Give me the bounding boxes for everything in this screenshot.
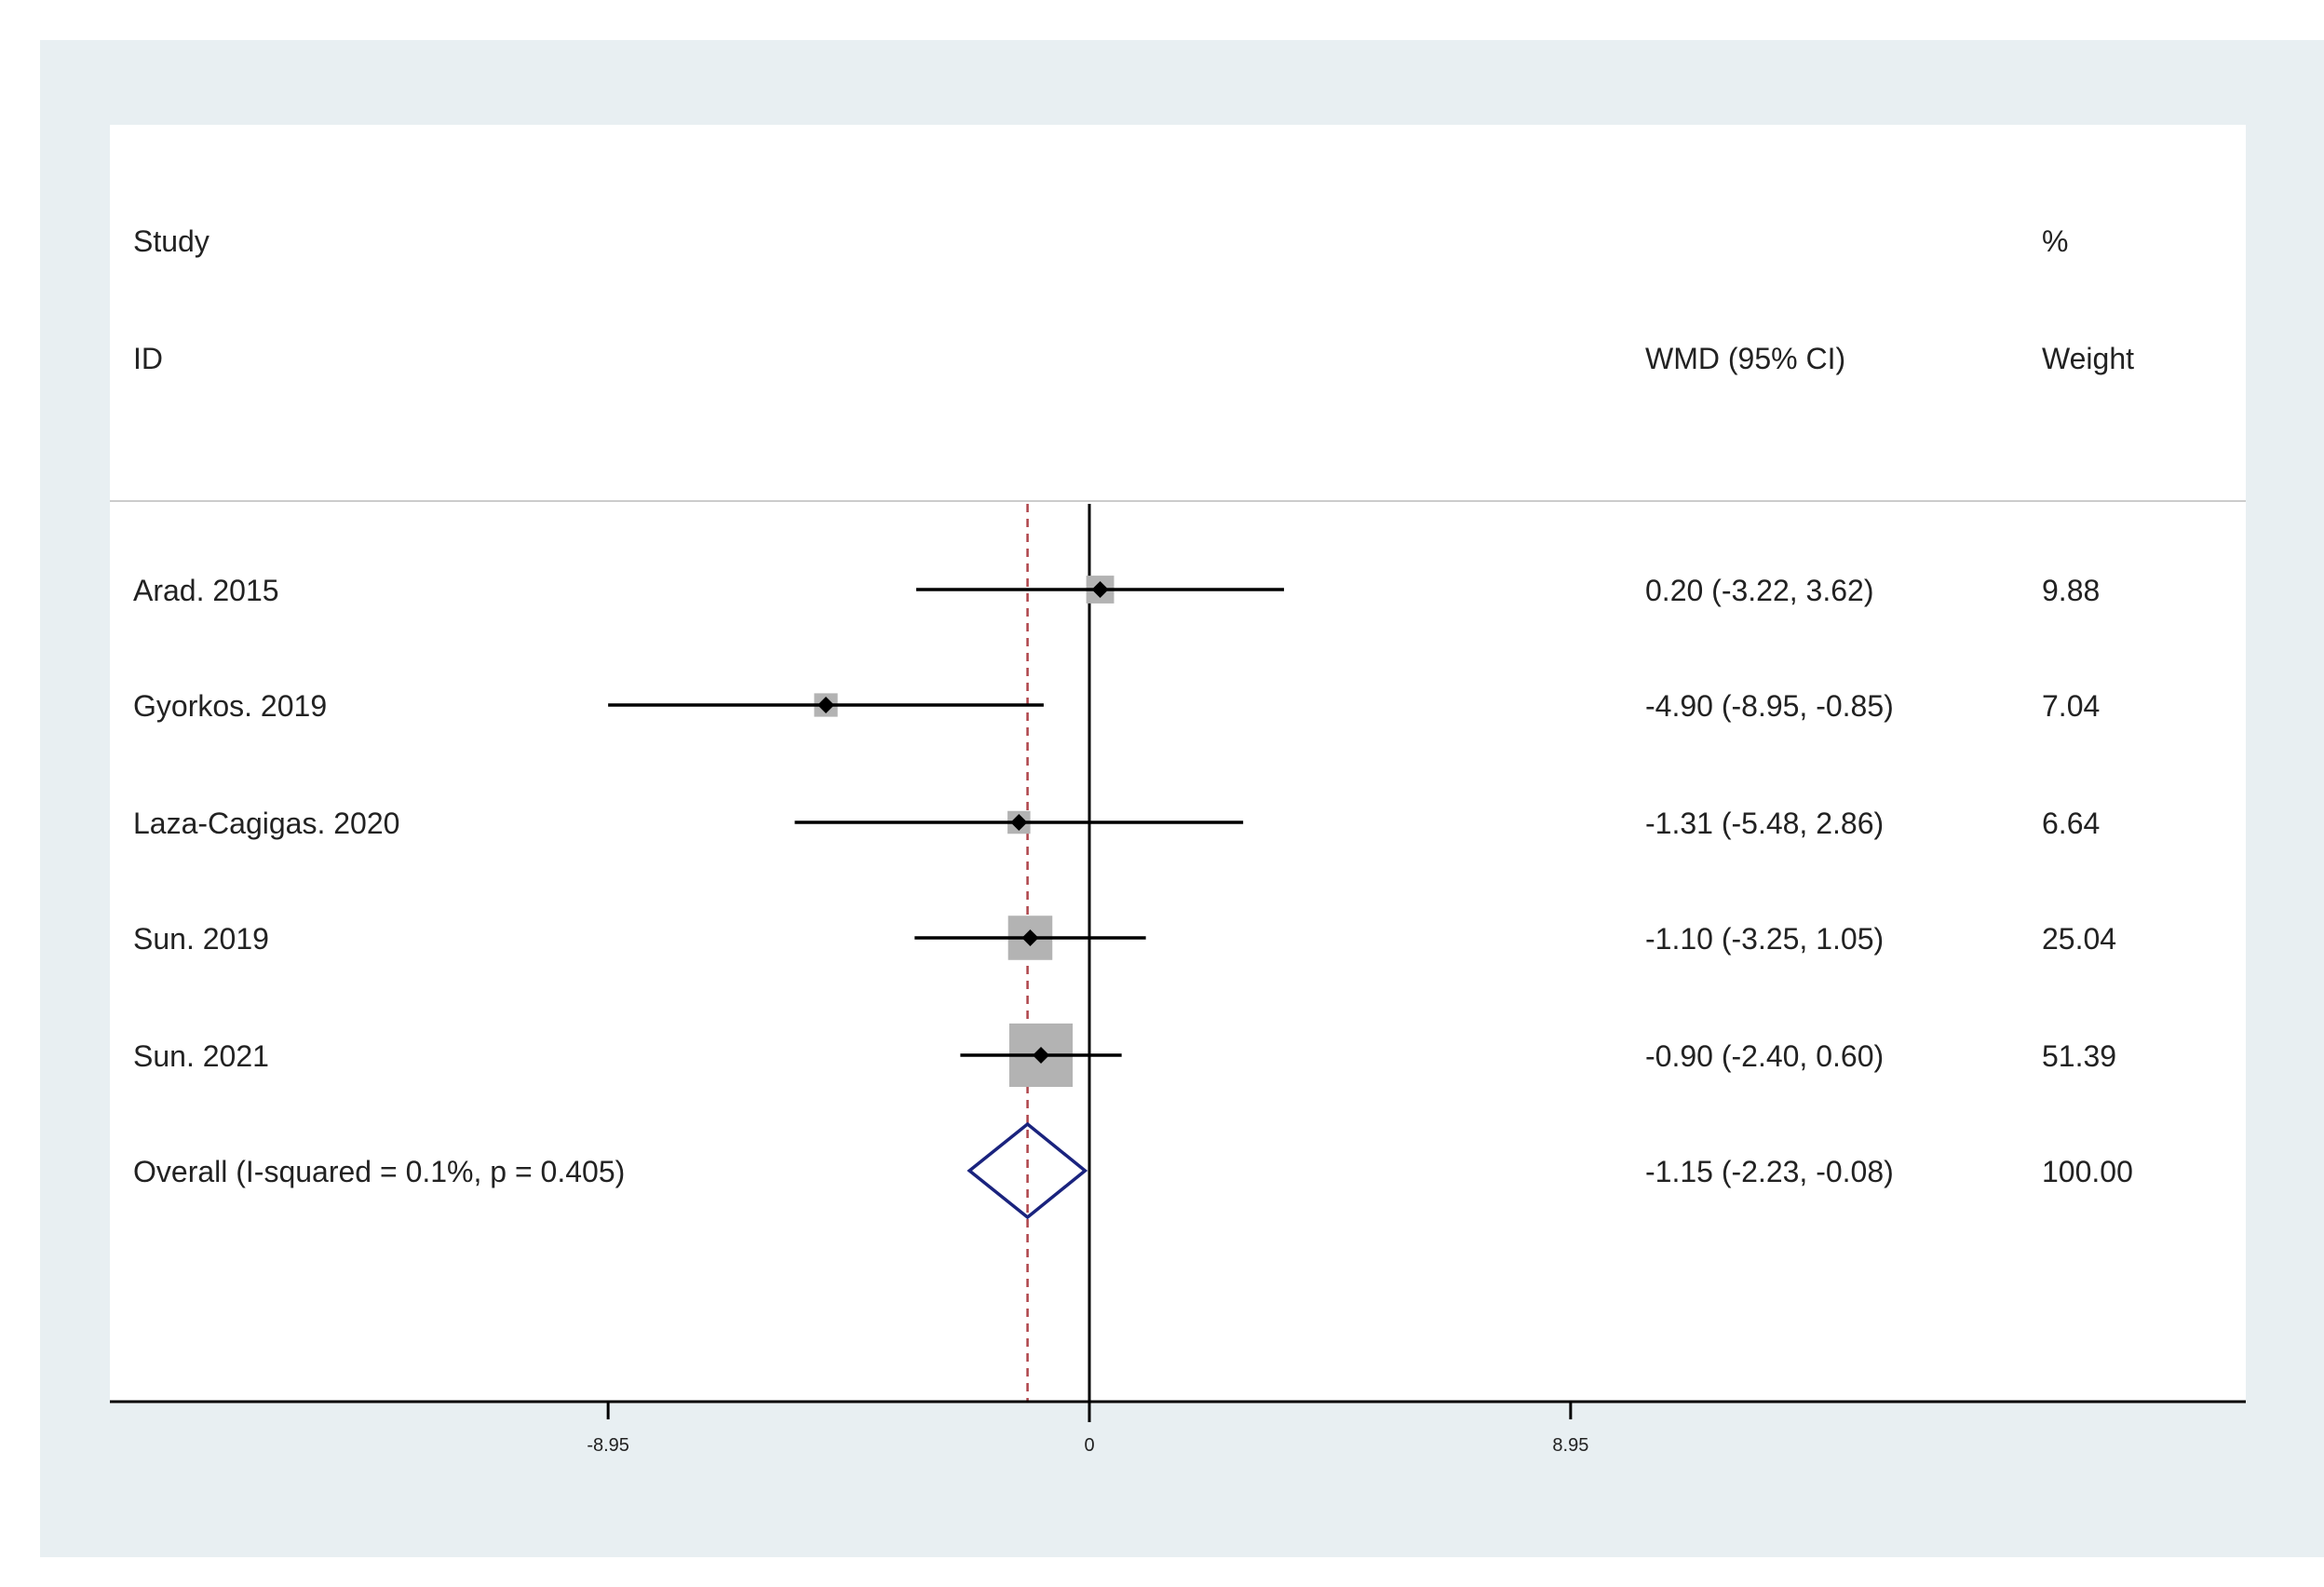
header-percent: % — [2042, 224, 2069, 258]
x-tick-label: 0 — [1084, 1435, 1095, 1456]
overall-estimate: -1.15 (-2.23, -0.08) — [1645, 1155, 1894, 1188]
header-wmd: WMD (95% CI) — [1645, 342, 1846, 375]
point-estimate — [1021, 929, 1039, 946]
x-tick-label: -8.95 — [587, 1435, 629, 1456]
study-weight: 7.04 — [2042, 689, 2101, 723]
study-weight: 9.88 — [2042, 574, 2101, 607]
study-label: Sun. 2019 — [133, 922, 269, 956]
study-weight: 6.64 — [2042, 807, 2101, 840]
study-estimate: -1.31 (-5.48, 2.86) — [1645, 807, 1885, 840]
study-label: Arad. 2015 — [133, 574, 279, 607]
point-estimate — [1033, 1047, 1050, 1064]
header-weight: Weight — [2042, 342, 2135, 375]
point-estimate — [1091, 581, 1109, 598]
study-weight: 25.04 — [2042, 922, 2117, 956]
plot-panel — [110, 125, 2246, 1404]
study-estimate: -1.10 (-3.25, 1.05) — [1645, 922, 1885, 956]
study-estimate: 0.20 (-3.22, 3.62) — [1645, 574, 1874, 607]
point-estimate — [817, 697, 835, 713]
study-estimate: -4.90 (-8.95, -0.85) — [1645, 689, 1894, 723]
study-label: Gyorkos. 2019 — [133, 689, 328, 723]
point-estimate — [1010, 814, 1028, 831]
header-id: ID — [133, 342, 163, 375]
overall-weight: 100.00 — [2042, 1155, 2133, 1188]
overall-diamond — [966, 1121, 1088, 1220]
overall-label: Overall (I-squared = 0.1%, p = 0.405) — [133, 1155, 626, 1188]
header-study: Study — [133, 224, 209, 258]
x-tick-label: 8.95 — [1552, 1435, 1589, 1456]
study-label: Sun. 2021 — [133, 1039, 269, 1073]
study-label: Laza-Cagigas. 2020 — [133, 807, 400, 840]
study-estimate: -0.90 (-2.40, 0.60) — [1645, 1039, 1885, 1073]
study-weight: 51.39 — [2042, 1039, 2117, 1073]
